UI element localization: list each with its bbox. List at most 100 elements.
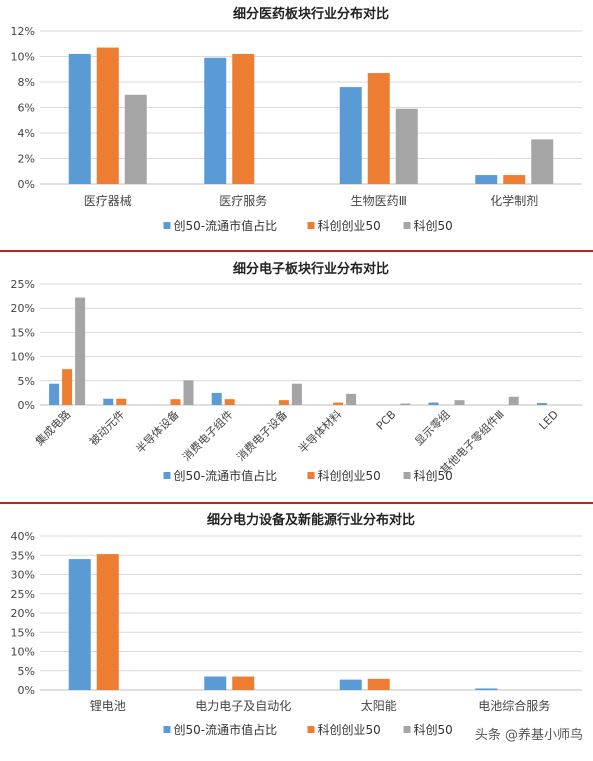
section-divider (0, 250, 593, 252)
x-category-label: 半导体材料 (295, 407, 344, 456)
bar-kechuang-chuangye50 (503, 175, 526, 184)
y-tick-label: 0% (18, 178, 35, 191)
x-category-label: 被动元件 (87, 408, 127, 448)
bar-kechuang50 (508, 396, 519, 405)
bar-kechuang-chuangye50 (232, 53, 255, 185)
legend-swatch (403, 726, 411, 733)
chart-title: 细分医药板块行业分布对比 (233, 6, 389, 22)
x-category-label: 医疗服务 (219, 193, 267, 208)
bar-kechuang50 (346, 393, 357, 405)
bar-chuang50 (68, 53, 91, 185)
legend-swatch (163, 222, 171, 229)
y-tick-label: 40% (11, 530, 35, 543)
x-category-label: 生物医药Ⅲ (351, 194, 407, 208)
bar-chuang50 (204, 57, 227, 184)
bar-kechuang-chuangye50 (367, 678, 390, 690)
bar-kechuang50 (124, 94, 147, 184)
legend-label: 创50-流通市值占比 (174, 468, 278, 483)
bar-chuang50 (339, 87, 362, 184)
y-tick-label: 10% (11, 351, 35, 364)
bar-chuang50 (475, 175, 498, 184)
bar-chuang50 (475, 688, 498, 690)
legend-label: 科创创业50 (318, 469, 381, 483)
y-tick-label: 12% (11, 25, 35, 38)
legend-label: 科创创业50 (318, 219, 381, 233)
x-category-label: 锂电池 (90, 698, 126, 713)
bar-chuang50 (49, 383, 60, 405)
y-tick-label: 35% (11, 549, 35, 562)
y-tick-label: 15% (11, 326, 35, 339)
x-category-label: 集成电路 (32, 407, 73, 448)
bar-kechuang-chuangye50 (116, 398, 127, 405)
legend-swatch (403, 222, 411, 229)
y-tick-label: 10% (11, 646, 35, 659)
bar-chuang50 (428, 402, 439, 405)
legend-label: 创50-流通市值占比 (174, 218, 278, 233)
bar-chuang50 (103, 398, 114, 405)
y-tick-label: 10% (11, 51, 35, 64)
legend-label: 科创50 (414, 723, 453, 737)
chart-title: 细分电子板块行业分布对比 (233, 261, 389, 277)
x-category-label: 消费电子设备 (233, 407, 290, 464)
legend-swatch (307, 726, 315, 733)
electronics-chart: 细分电子板块行业分布对比 0% 5% 10% 15% 20% 25% 集成电路 被动元件 半导体设… (11, 261, 582, 483)
y-tick-label: 20% (11, 607, 35, 620)
legend-label: 科创50 (414, 219, 453, 233)
legend-swatch (163, 472, 171, 479)
bar-chuang50 (68, 559, 91, 690)
y-tick-label: 8% (18, 76, 35, 89)
bar-kechuang50 (291, 383, 302, 405)
y-tick-label: 25% (11, 588, 35, 601)
pharma-chart: 细分医药板块行业分布对比 0% 2% 4% 6% 8% 10% 12% 医疗器械 医疗服务 生物医药… (11, 6, 582, 233)
section-divider (0, 502, 593, 504)
bar-chuang50 (211, 392, 222, 405)
bar-kechuang50 (75, 297, 86, 405)
y-tick-label: 0% (18, 684, 35, 697)
legend-label: 创50-流通市值占比 (174, 722, 278, 737)
y-tick-label: 20% (11, 302, 35, 315)
bar-kechuang-chuangye50 (232, 676, 255, 690)
x-category-label: 电池综合服务 (478, 698, 550, 713)
x-category-label: 医疗器械 (84, 193, 132, 208)
bar-kechuang50 (400, 403, 411, 405)
bar-chuang50 (339, 679, 362, 690)
chart-panel-pharma: 细分医药板块行业分布对比 0% 2% 4% 6% 8% 10% 12% 医疗器械 医疗服务 生物医药… (0, 0, 593, 250)
x-category-label: PCB (374, 408, 399, 433)
legend-swatch (307, 222, 315, 229)
x-category-label: 化学制剂 (490, 193, 538, 208)
x-category-label: 显示零组 (412, 407, 453, 448)
bar-kechuang-chuangye50 (224, 399, 235, 405)
bar-chuang50 (536, 403, 547, 405)
bar-kechuang50 (531, 139, 554, 184)
bar-kechuang50 (395, 108, 418, 184)
watermark-text: 头条 @养基小师鸟 (474, 728, 583, 743)
bar-kechuang-chuangye50 (170, 399, 181, 405)
y-tick-label: 2% (18, 153, 35, 166)
bar-kechuang50 (454, 400, 465, 405)
legend-swatch (307, 472, 315, 479)
legend-label: 科创50 (414, 469, 453, 483)
x-category-label: 半导体设备 (133, 407, 182, 456)
bar-chuang50 (204, 676, 227, 690)
y-tick-label: 25% (11, 278, 35, 291)
legend-swatch (403, 472, 411, 479)
y-tick-label: 5% (18, 665, 35, 678)
bar-kechuang-chuangye50 (333, 402, 344, 405)
y-tick-label: 4% (18, 127, 35, 140)
y-tick-label: 15% (11, 626, 35, 639)
bar-kechuang-chuangye50 (62, 369, 73, 405)
x-category-label: 消费电子组件 (179, 407, 236, 464)
x-category-label: 太阳能 (361, 698, 397, 713)
x-category-label: LED (537, 408, 561, 432)
y-tick-label: 30% (11, 569, 35, 582)
x-category-label: 电力电子及自动化 (195, 699, 291, 713)
chart-title: 细分电力设备及新能源行业分布对比 (207, 512, 415, 528)
y-tick-label: 0% (18, 399, 35, 412)
legend-label: 科创创业50 (318, 723, 381, 737)
bar-kechuang-chuangye50 (278, 400, 289, 405)
bar-kechuang-chuangye50 (96, 47, 119, 185)
bar-kechuang50 (183, 380, 194, 405)
bar-kechuang-chuangye50 (367, 73, 390, 184)
chart-panel-electronics: 细分电子板块行业分布对比 0% 5% 10% 15% 20% 25% 集成电路 被动元件 半导体设… (0, 252, 593, 502)
chart-panel-power: 细分电力设备及新能源行业分布对比 0% 5% 10% 15% 20% 25% 30% 35% 40… (0, 504, 593, 757)
